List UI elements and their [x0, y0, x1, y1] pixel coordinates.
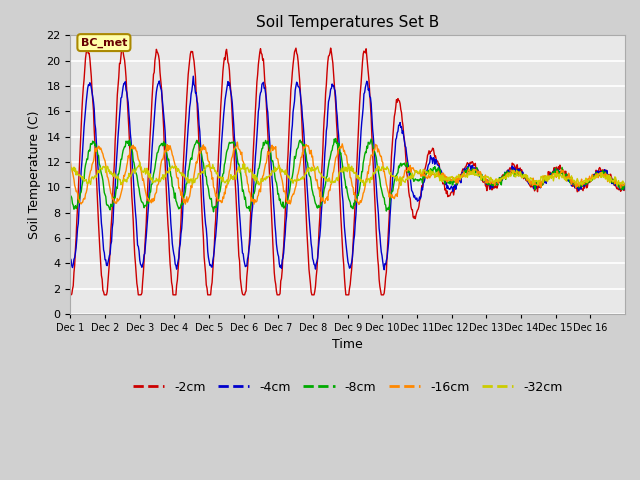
-2cm — [621, 188, 629, 193]
-2cm — [262, 84, 269, 90]
-32cm — [262, 177, 269, 183]
Y-axis label: Soil Temperature (C): Soil Temperature (C) — [28, 110, 41, 239]
-8cm — [438, 174, 445, 180]
-4cm — [189, 73, 197, 79]
-16cm — [355, 202, 363, 207]
Text: BC_met: BC_met — [81, 37, 127, 48]
-2cm — [118, 45, 126, 50]
Title: Soil Temperatures Set B: Soil Temperatures Set B — [256, 15, 439, 30]
-32cm — [234, 165, 242, 171]
-4cm — [406, 174, 414, 180]
-32cm — [67, 170, 74, 176]
-4cm — [262, 91, 269, 96]
Legend: -2cm, -4cm, -8cm, -16cm, -32cm: -2cm, -4cm, -8cm, -16cm, -32cm — [128, 376, 568, 399]
-16cm — [67, 157, 74, 163]
-8cm — [283, 200, 291, 205]
Line: -4cm: -4cm — [70, 76, 625, 270]
-16cm — [262, 161, 269, 167]
-16cm — [234, 145, 242, 151]
-32cm — [132, 168, 140, 174]
-4cm — [234, 183, 242, 189]
-32cm — [283, 171, 291, 177]
-16cm — [132, 145, 140, 151]
-2cm — [406, 194, 413, 200]
X-axis label: Time: Time — [332, 338, 363, 351]
-8cm — [234, 161, 242, 167]
Line: -8cm: -8cm — [70, 139, 625, 212]
-32cm — [406, 173, 414, 179]
-2cm — [283, 183, 291, 189]
-16cm — [406, 162, 414, 168]
Line: -16cm: -16cm — [70, 142, 625, 204]
-16cm — [621, 181, 629, 187]
-8cm — [262, 138, 269, 144]
-4cm — [283, 214, 291, 219]
-16cm — [283, 199, 291, 204]
-4cm — [132, 209, 140, 215]
-8cm — [210, 209, 218, 215]
-8cm — [332, 136, 340, 142]
-8cm — [406, 169, 414, 175]
-8cm — [67, 193, 74, 199]
-16cm — [438, 173, 445, 179]
-2cm — [67, 292, 74, 298]
-32cm — [360, 183, 368, 189]
-4cm — [380, 267, 388, 273]
-4cm — [621, 183, 629, 189]
-16cm — [234, 139, 241, 145]
-32cm — [621, 181, 629, 187]
-2cm — [132, 270, 140, 276]
-2cm — [234, 239, 242, 244]
-4cm — [438, 168, 445, 174]
-2cm — [436, 173, 444, 179]
Line: -2cm: -2cm — [70, 48, 625, 295]
-32cm — [136, 159, 143, 165]
Line: -32cm: -32cm — [70, 162, 625, 186]
-8cm — [132, 169, 140, 175]
-4cm — [67, 255, 74, 261]
-32cm — [438, 173, 445, 179]
-8cm — [621, 183, 629, 189]
